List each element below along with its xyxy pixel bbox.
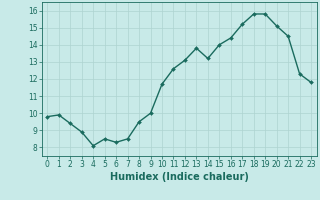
- X-axis label: Humidex (Indice chaleur): Humidex (Indice chaleur): [110, 172, 249, 182]
